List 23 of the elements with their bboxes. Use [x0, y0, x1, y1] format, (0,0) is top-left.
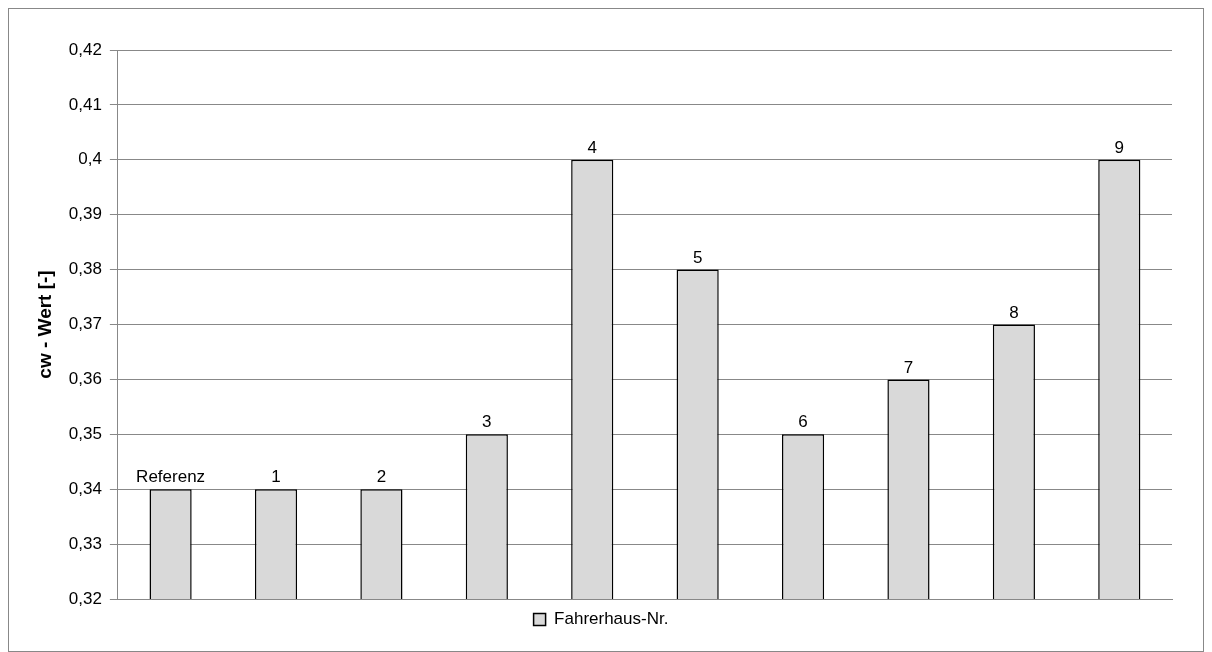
- y-tick-label: 0,33: [68, 533, 102, 553]
- x-tick-label: 6: [798, 412, 808, 432]
- x-tick-label: 3: [482, 412, 492, 432]
- y-tick-label: 0,4: [78, 149, 102, 169]
- y-tick-label: 0,42: [68, 39, 102, 59]
- x-tick-label: 7: [903, 357, 914, 377]
- y-axis-title: cw - Wert [-]: [33, 270, 55, 379]
- x-tick-label: 8: [1009, 302, 1019, 322]
- y-tick-label: 0,32: [68, 588, 102, 608]
- y-tick-label: 0,39: [68, 204, 102, 224]
- legend-label: Fahrerhaus-Nr.: [554, 609, 669, 629]
- y-tick-label: 0,38: [68, 259, 102, 279]
- y-tick-label: 0,36: [68, 369, 102, 389]
- x-tick-label: 4: [587, 137, 597, 157]
- x-tick-label: 1: [271, 467, 281, 487]
- x-tick-label: Referenz: [136, 467, 206, 487]
- y-tick-label: 0,35: [68, 423, 102, 443]
- y-tick-label: 0,37: [68, 314, 102, 334]
- y-tick-label: 0,41: [68, 94, 102, 114]
- y-tick-label: 0,34: [68, 478, 102, 498]
- x-tick-label: 2: [376, 467, 387, 487]
- x-tick-label: 5: [692, 247, 703, 267]
- x-tick-label: 9: [1114, 137, 1125, 157]
